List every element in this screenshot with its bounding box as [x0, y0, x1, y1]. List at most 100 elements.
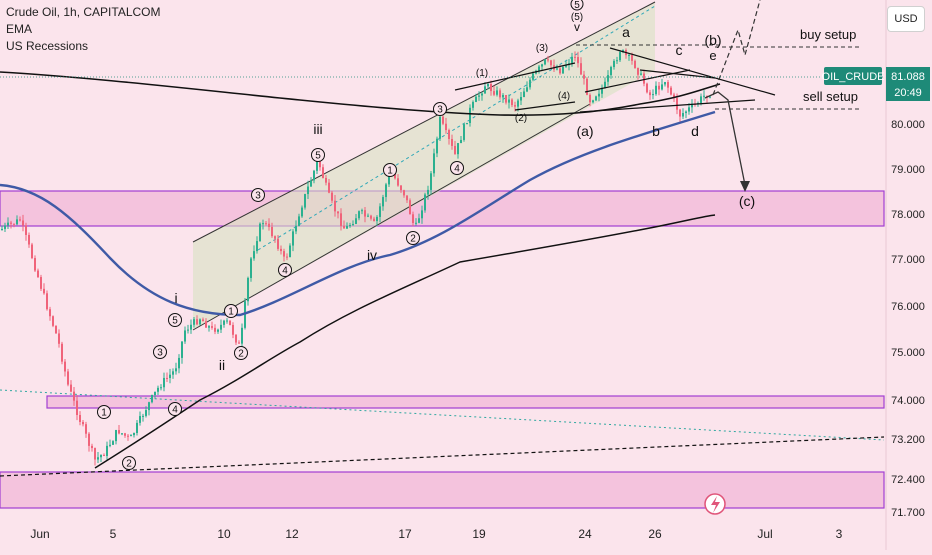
candle-body — [289, 245, 291, 258]
wave-circle-c2_5 — [311, 148, 325, 162]
candle-body — [136, 422, 138, 433]
candle-body — [97, 457, 99, 460]
candle-body — [271, 226, 273, 237]
candle-body — [412, 214, 414, 223]
candle-body — [163, 377, 165, 388]
candle-body — [355, 218, 357, 224]
candle-body — [379, 206, 381, 217]
candles — [1, 48, 711, 466]
candle-body — [220, 324, 222, 330]
candle-body — [469, 107, 471, 123]
candle-body — [241, 327, 243, 344]
candle-body — [199, 319, 201, 325]
candle-body — [511, 99, 513, 106]
wave-circle-label: 3 — [157, 348, 163, 359]
candle-body — [598, 93, 600, 97]
candle-body — [115, 430, 117, 442]
candle-body — [7, 222, 9, 226]
candle-body — [703, 95, 705, 97]
candle-body — [364, 210, 366, 217]
candle-body — [664, 82, 666, 85]
candle-body — [457, 143, 459, 155]
candle-body — [529, 79, 531, 88]
candle-body — [439, 116, 441, 139]
wave-circle-c2_4 — [278, 263, 292, 277]
candle-body — [64, 361, 66, 372]
candle-body — [250, 258, 252, 278]
candle-body — [331, 192, 333, 201]
candle-body — [517, 100, 519, 107]
label-4-paren: (4) — [558, 91, 570, 102]
wave-circle-label: 1 — [387, 166, 393, 177]
candle-body — [637, 67, 639, 75]
lightning-icon[interactable] — [704, 493, 726, 515]
candle-body — [235, 334, 237, 343]
wave-circle-c3_1 — [383, 163, 397, 177]
candle-body — [238, 342, 240, 344]
candle-body — [532, 73, 534, 80]
candle-body — [427, 189, 429, 195]
candle-body — [145, 410, 147, 416]
wave-circle-c3_2 — [406, 231, 420, 245]
candle-body — [526, 87, 528, 92]
candle-body — [169, 374, 171, 378]
zone-upper — [0, 190, 885, 227]
wave-circle-c1_1 — [97, 405, 111, 419]
candle-body — [301, 207, 303, 217]
candle-body — [646, 83, 648, 93]
label-5-paren: (5) — [571, 12, 583, 23]
candle-body — [538, 66, 540, 71]
candle-body — [1, 228, 3, 230]
legend-ema[interactable]: EMA — [6, 22, 33, 36]
candle-body — [442, 116, 444, 124]
candle-body — [661, 84, 663, 90]
candle-body — [157, 387, 159, 392]
candle-body — [622, 49, 624, 53]
candle-body — [574, 56, 576, 58]
candle-body — [85, 424, 87, 434]
y-tick-label: 74.000 — [891, 395, 925, 407]
ema-black-lower — [94, 214, 716, 469]
candle-body — [679, 109, 681, 117]
legend-title[interactable]: Crude Oil, 1h, CAPITALCOM — [6, 5, 161, 19]
wave-circle-c2_2 — [234, 346, 248, 360]
candle-body — [388, 171, 390, 185]
y-tick-label: 72.400 — [891, 474, 925, 486]
candle-body — [190, 324, 192, 330]
projection-down — [704, 91, 746, 186]
candle-body — [4, 225, 6, 229]
label-a-paren: (a) — [576, 123, 593, 139]
candle-body — [586, 78, 588, 95]
candle-body — [340, 213, 342, 226]
candle-body — [505, 94, 507, 103]
candle-body — [670, 87, 672, 95]
candle-body — [58, 333, 60, 344]
wave-circle-label: 2 — [126, 459, 132, 470]
candle-body — [502, 94, 504, 98]
candle-body — [259, 223, 261, 242]
ema-blue — [0, 110, 716, 317]
candle-body — [148, 402, 150, 411]
candle-body — [418, 218, 420, 223]
candle-body — [40, 277, 42, 289]
candle-body — [256, 241, 258, 252]
candle-body — [184, 330, 186, 342]
candle-body — [403, 190, 405, 196]
label-c-paren: (c) — [739, 193, 755, 209]
candle-body — [175, 368, 177, 372]
label-1-paren: (1) — [476, 68, 488, 79]
candle-body — [286, 256, 288, 258]
projection-up-dashed — [712, 0, 761, 96]
x-tick-label: 3 — [836, 527, 843, 541]
candle-body — [595, 96, 597, 101]
label-3-paren: (3) — [536, 43, 548, 54]
candle-body — [109, 444, 111, 446]
currency-button[interactable]: USD — [887, 6, 925, 32]
candle-body — [430, 173, 432, 190]
wave-circle-label: 4 — [282, 266, 288, 277]
y-tick-label: 76.000 — [891, 301, 925, 313]
legend-recessions[interactable]: US Recessions — [6, 39, 89, 53]
